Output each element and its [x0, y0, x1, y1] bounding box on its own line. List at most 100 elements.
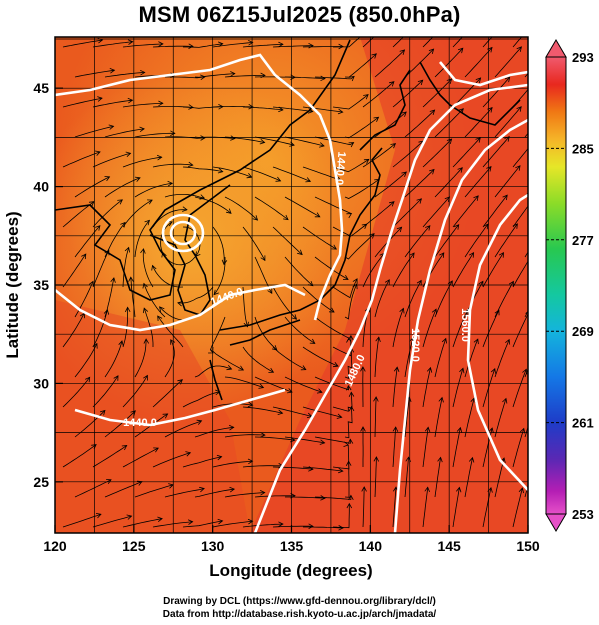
streamline-arrow: [228, 424, 235, 431]
streamline: [404, 225, 431, 258]
streamline-arrow: [473, 338, 479, 345]
streamline: [122, 247, 130, 288]
streamline: [182, 226, 201, 257]
streamline-arrow: [320, 75, 326, 82]
streamline: [452, 368, 464, 408]
streamline-arrow: [147, 199, 153, 205]
x-tick-label: 120: [43, 538, 67, 554]
streamline: [482, 37, 493, 48]
streamline-arrow: [331, 244, 338, 250]
streamline-arrow: [158, 100, 164, 107]
streamline-arrow: [498, 252, 504, 258]
x-tick-label: 125: [122, 538, 146, 554]
streamline: [74, 479, 112, 498]
streamline: [452, 252, 474, 288]
streamline-arrow: [159, 306, 165, 312]
contour-label: 1560.0: [459, 308, 471, 342]
streamline-arrow: [401, 111, 407, 117]
streamline-arrow: [373, 456, 380, 462]
credit-drawing: Drawing by DCL (https://www.gfd-dennou.o…: [163, 596, 436, 607]
streamline: [134, 132, 175, 138]
colorbar-bottom-arrow: [545, 513, 567, 532]
streamline-arrow: [291, 314, 298, 320]
x-tick-label: 145: [437, 538, 461, 554]
streamline-arrow: [217, 168, 224, 174]
streamline-arrow: [348, 334, 354, 341]
streamline: [183, 43, 223, 48]
streamline: [494, 46, 522, 78]
streamline: [272, 525, 314, 528]
streamline: [332, 223, 367, 237]
streamline: [422, 37, 434, 48]
x-tick-label: 150: [516, 538, 540, 554]
streamline-arrow: [246, 173, 253, 179]
streamline: [212, 226, 225, 265]
streamline-arrow: [453, 224, 460, 230]
streamline-arrow: [352, 283, 358, 290]
streamline-arrow: [516, 46, 522, 52]
streamline-arrow: [393, 366, 400, 373]
streamline: [344, 233, 375, 260]
streamline: [272, 466, 313, 470]
streamline-arrow: [409, 252, 415, 259]
streamline: [212, 166, 252, 178]
streamline: [362, 486, 365, 528]
streamline-arrow: [287, 388, 293, 394]
streamline-arrow: [226, 365, 233, 371]
streamline: [344, 347, 353, 379]
streamline-arrow: [118, 340, 124, 347]
streamline-arrow: [441, 337, 447, 344]
streamline: [422, 487, 429, 528]
streamline: [464, 166, 492, 198]
streamline: [224, 196, 258, 221]
streamline: [62, 97, 103, 108]
streamline-arrow: [297, 249, 303, 256]
streamline: [452, 487, 460, 528]
contour-1440-north: [55, 53, 344, 321]
x-tick-label: 140: [359, 538, 383, 554]
contour-label: 1520.0: [409, 328, 421, 362]
colorbar: 293 285 277 269 261 253: [545, 39, 594, 532]
streamline-arrow: [140, 69, 146, 76]
streamline: [392, 37, 404, 48]
streamline-arrow: [469, 251, 475, 258]
streamline-arrow: [525, 311, 528, 314]
streamline: [314, 376, 350, 391]
streamline: [464, 107, 493, 138]
streamline: [314, 196, 352, 214]
streamline: [464, 338, 479, 378]
streamline-arrow: [424, 486, 430, 493]
streamline-arrow: [486, 165, 492, 172]
streamline-arrow: [200, 135, 206, 141]
streamline-arrow: [128, 276, 134, 282]
streamline: [134, 484, 174, 498]
streamline: [392, 427, 397, 468]
streamline-arrow: [490, 368, 496, 374]
streamline-arrow: [417, 79, 424, 86]
streamline: [62, 377, 91, 408]
streamline: [242, 43, 283, 48]
streamline: [242, 106, 283, 111]
streamline: [434, 457, 441, 498]
streamline-arrow: [425, 225, 431, 231]
streamline-arrow: [401, 171, 407, 177]
streamline: [482, 194, 508, 228]
streamline-arrow: [369, 233, 375, 239]
coastlines: [55, 39, 521, 401]
streamline: [404, 337, 414, 378]
streamline-arrow: [384, 279, 390, 285]
streamline: [164, 193, 205, 199]
streamline: [392, 367, 398, 408]
streamline: [122, 199, 153, 228]
streamline-arrow: [505, 17, 510, 22]
streamline-arrow: [142, 282, 148, 289]
streamline: [134, 339, 147, 378]
streamline: [392, 198, 422, 228]
streamline-arrow: [247, 518, 254, 525]
streamline: [104, 481, 143, 498]
colorbar-scale: [545, 56, 567, 515]
streamline-arrow: [349, 75, 355, 82]
streamline: [362, 201, 395, 228]
streamline-arrow: [502, 397, 508, 404]
streamline: [152, 452, 191, 468]
